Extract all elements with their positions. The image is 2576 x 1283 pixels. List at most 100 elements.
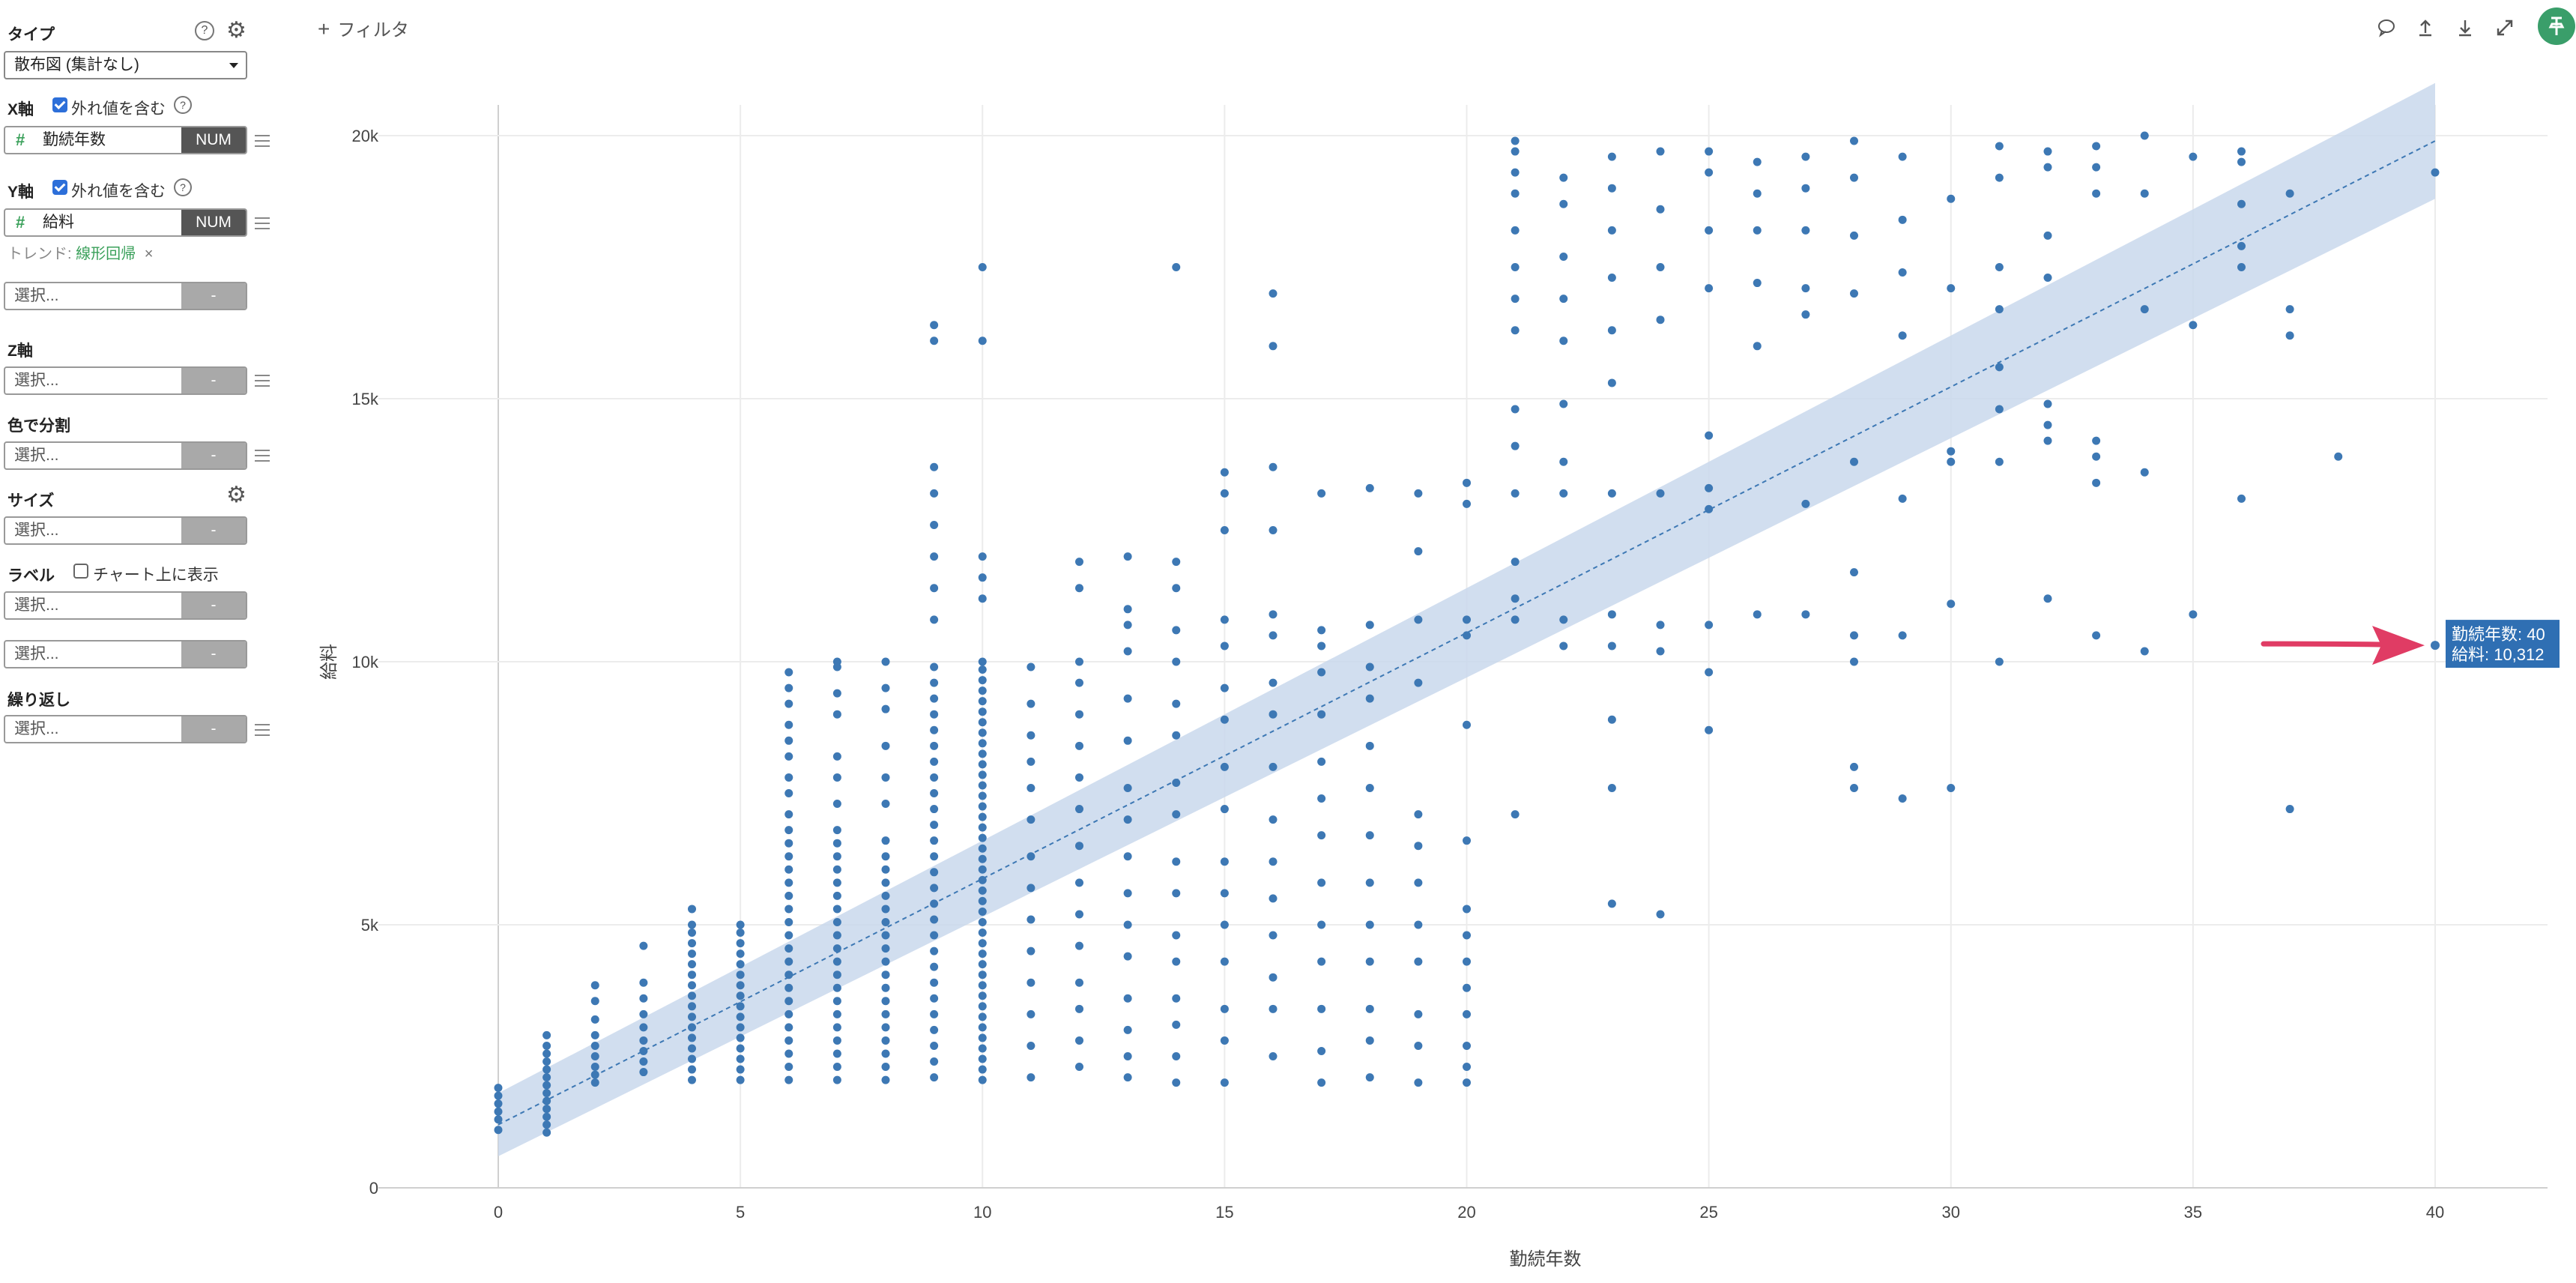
scatter-point[interactable] <box>1559 615 1568 624</box>
scatter-point[interactable] <box>1123 994 1132 1003</box>
scatter-point[interactable] <box>542 1030 551 1039</box>
y-include-outliers-checkbox[interactable] <box>52 180 67 195</box>
scatter-point[interactable] <box>2237 199 2246 208</box>
scatter-point[interactable] <box>1463 957 1471 966</box>
scatter-point[interactable] <box>832 839 841 848</box>
scatter-point[interactable] <box>784 773 793 782</box>
scatter-point[interactable] <box>1607 642 1616 650</box>
scatter-point[interactable] <box>784 957 793 966</box>
scatter-point[interactable] <box>590 981 599 990</box>
scatter-point[interactable] <box>881 1049 890 1058</box>
scatter-point[interactable] <box>978 991 987 1000</box>
scatter-point[interactable] <box>881 683 890 692</box>
scatter-point[interactable] <box>1317 1004 1326 1013</box>
scatter-point[interactable] <box>832 917 841 926</box>
scatter-point[interactable] <box>1463 983 1471 992</box>
scatter-point[interactable] <box>930 1057 939 1066</box>
scatter-point[interactable] <box>1220 889 1229 898</box>
scatter-point[interactable] <box>1753 189 1762 198</box>
scatter-point[interactable] <box>978 1023 987 1032</box>
scatter-point[interactable] <box>1559 336 1568 345</box>
scatter-point[interactable] <box>784 931 793 940</box>
scatter-point[interactable] <box>1172 263 1181 271</box>
scatter-point[interactable] <box>1027 947 1035 956</box>
scatter-point[interactable] <box>832 957 841 966</box>
scatter-point[interactable] <box>1269 678 1278 687</box>
scatter-point[interactable] <box>784 1009 793 1018</box>
scatter-point[interactable] <box>930 321 939 330</box>
scatter-point[interactable] <box>1850 657 1858 666</box>
comment-icon[interactable] <box>2375 16 2398 39</box>
scatter-point[interactable] <box>1220 683 1229 692</box>
scatter-point[interactable] <box>688 939 696 948</box>
scatter-point[interactable] <box>832 852 841 861</box>
menu-icon[interactable] <box>255 450 270 462</box>
scatter-point[interactable] <box>590 1015 599 1024</box>
scatter-point[interactable] <box>688 991 696 1000</box>
scatter-point[interactable] <box>1656 316 1665 324</box>
highlighted-point[interactable] <box>2431 641 2440 650</box>
scatter-point[interactable] <box>2043 231 2052 240</box>
scatter-point[interactable] <box>590 1041 599 1050</box>
add-filter-button[interactable]: + フィルタ <box>318 15 409 41</box>
scatter-point[interactable] <box>1075 678 1083 687</box>
scatter-point[interactable] <box>1365 741 1374 750</box>
scatter-point[interactable] <box>930 931 939 940</box>
upload-icon[interactable] <box>2414 16 2437 39</box>
scatter-point[interactable] <box>2043 274 2052 283</box>
scatter-point[interactable] <box>1269 931 1278 940</box>
x-axis-field-type[interactable]: NUM <box>181 127 246 153</box>
scatter-point[interactable] <box>1705 226 1714 235</box>
z-axis-type[interactable]: - <box>181 368 246 393</box>
scatter-point[interactable] <box>978 917 987 926</box>
scatter-point[interactable] <box>1947 194 1956 203</box>
scatter-point[interactable] <box>881 1075 890 1084</box>
scatter-point[interactable] <box>978 594 987 603</box>
scatter-point[interactable] <box>881 865 890 874</box>
scatter-point[interactable] <box>542 1073 551 1082</box>
scatter-point[interactable] <box>930 947 939 956</box>
scatter-point[interactable] <box>1220 762 1229 771</box>
scatter-point[interactable] <box>930 552 939 561</box>
scatter-point[interactable] <box>1753 157 1762 166</box>
scatter-point[interactable] <box>1559 199 1568 208</box>
scatter-point[interactable] <box>784 865 793 874</box>
help-icon[interactable]: ? <box>195 21 214 40</box>
scatter-point[interactable] <box>1365 1004 1374 1013</box>
scatter-point[interactable] <box>881 1023 890 1032</box>
scatter-point[interactable] <box>832 752 841 761</box>
scatter-point[interactable] <box>784 1023 793 1032</box>
scatter-point[interactable] <box>1414 957 1423 966</box>
scatter-point[interactable] <box>1220 920 1229 929</box>
scatter-point[interactable] <box>1898 631 1907 640</box>
scatter-point[interactable] <box>1172 857 1181 866</box>
scatter-point[interactable] <box>1123 783 1132 792</box>
scatter-point[interactable] <box>784 997 793 1006</box>
scatter-point[interactable] <box>978 749 987 758</box>
scatter-point[interactable] <box>1463 931 1471 940</box>
extra-select-field[interactable]: 選択... - <box>4 282 247 310</box>
color-split-type[interactable]: - <box>181 443 246 468</box>
scatter-point[interactable] <box>1269 710 1278 719</box>
scatter-point[interactable] <box>1027 731 1035 740</box>
scatter-point[interactable] <box>1947 600 1956 609</box>
scatter-point[interactable] <box>1269 762 1278 771</box>
scatter-point[interactable] <box>1414 678 1423 687</box>
scatter-point[interactable] <box>542 1089 551 1098</box>
scatter-point[interactable] <box>1656 621 1665 630</box>
scatter-point[interactable] <box>881 970 890 979</box>
scatter-point[interactable] <box>1269 815 1278 824</box>
scatter-point[interactable] <box>590 1078 599 1087</box>
scatter-point[interactable] <box>639 994 648 1003</box>
scatter-point[interactable] <box>1075 941 1083 950</box>
scatter-point[interactable] <box>1898 331 1907 340</box>
scatter-point[interactable] <box>542 1105 551 1114</box>
scatter-point[interactable] <box>1463 720 1471 729</box>
scatter-point[interactable] <box>978 791 987 800</box>
scatter-point[interactable] <box>1365 662 1374 671</box>
scatter-point[interactable] <box>1220 1078 1229 1087</box>
scatter-point[interactable] <box>832 865 841 874</box>
scatter-point[interactable] <box>1269 289 1278 298</box>
scatter-point[interactable] <box>1850 173 1858 182</box>
scatter-point[interactable] <box>978 929 987 938</box>
